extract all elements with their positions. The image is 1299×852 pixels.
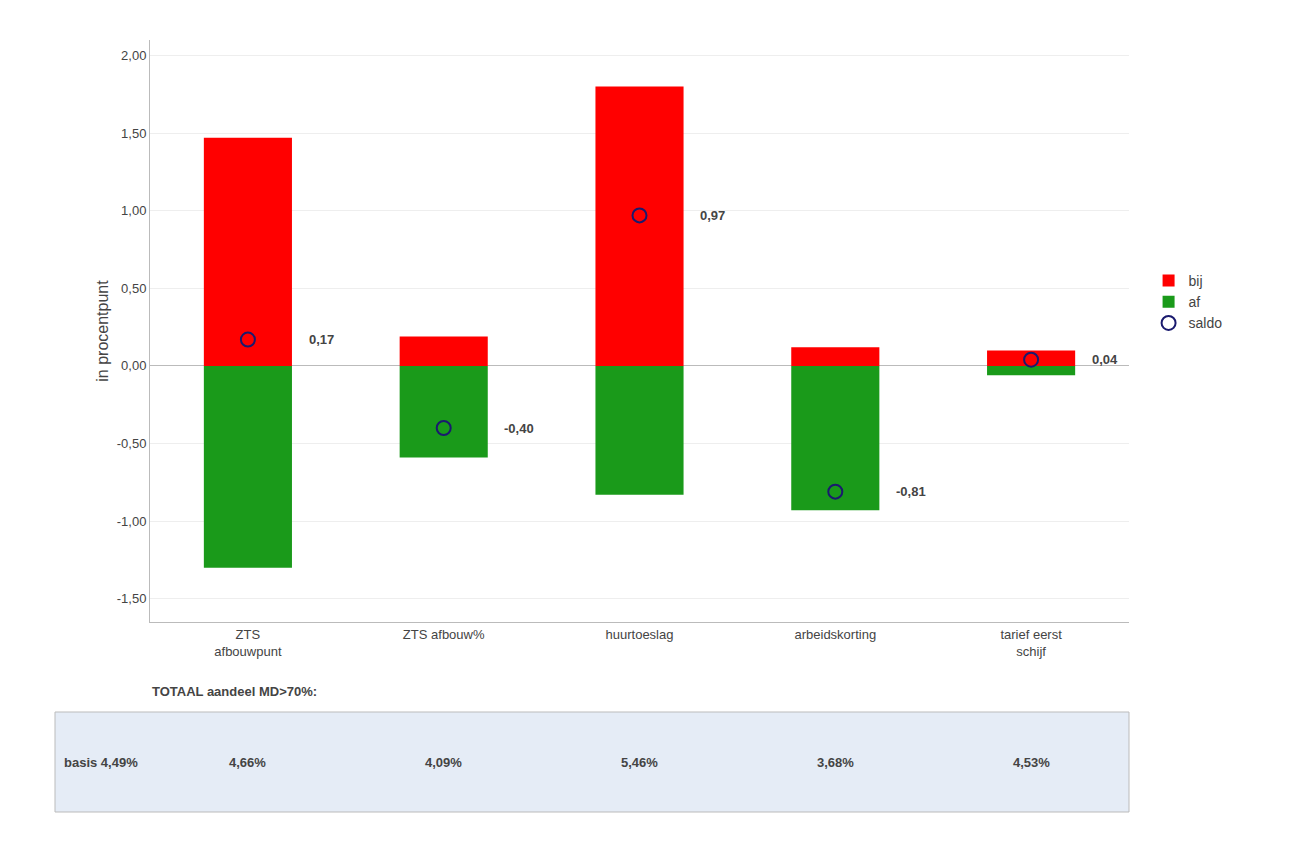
svg-text:0,00: 0,00 bbox=[121, 358, 146, 373]
svg-text:1,50: 1,50 bbox=[121, 126, 146, 141]
svg-text:saldo: saldo bbox=[1189, 315, 1223, 331]
svg-text:3,68%: 3,68% bbox=[817, 755, 854, 770]
svg-text:0,97: 0,97 bbox=[700, 208, 725, 223]
svg-text:af: af bbox=[1189, 294, 1201, 310]
svg-text:0,50: 0,50 bbox=[121, 281, 146, 296]
svg-text:huurtoeslag: huurtoeslag bbox=[606, 627, 674, 642]
svg-text:-0,40: -0,40 bbox=[504, 421, 534, 436]
svg-text:ZTSafbouwpunt: ZTSafbouwpunt bbox=[214, 627, 282, 659]
svg-text:4,09%: 4,09% bbox=[425, 755, 462, 770]
svg-text:-0,81: -0,81 bbox=[896, 484, 926, 499]
svg-text:in procentpunt: in procentpunt bbox=[94, 280, 111, 382]
svg-text:0,17: 0,17 bbox=[309, 332, 334, 347]
svg-text:ZTS afbouw%: ZTS afbouw% bbox=[403, 627, 485, 642]
svg-text:arbeidskorting: arbeidskorting bbox=[794, 627, 876, 642]
svg-text:4,66%: 4,66% bbox=[229, 755, 266, 770]
svg-text:5,46%: 5,46% bbox=[621, 755, 658, 770]
svg-text:1,00: 1,00 bbox=[121, 203, 146, 218]
svg-text:bij: bij bbox=[1189, 273, 1203, 289]
svg-text:-1,00: -1,00 bbox=[117, 514, 147, 529]
svg-text:-1,50: -1,50 bbox=[117, 591, 147, 606]
svg-text:TOTAAL aandeel MD>70%:: TOTAAL aandeel MD>70%: bbox=[152, 684, 317, 699]
svg-text:tarief eerstschijf: tarief eerstschijf bbox=[1000, 627, 1062, 659]
svg-text:0,04: 0,04 bbox=[1092, 352, 1118, 367]
svg-text:2,00: 2,00 bbox=[121, 48, 146, 63]
svg-text:basis 4,49%: basis 4,49% bbox=[64, 755, 138, 770]
svg-text:-0,50: -0,50 bbox=[117, 436, 147, 451]
svg-text:4,53%: 4,53% bbox=[1013, 755, 1050, 770]
